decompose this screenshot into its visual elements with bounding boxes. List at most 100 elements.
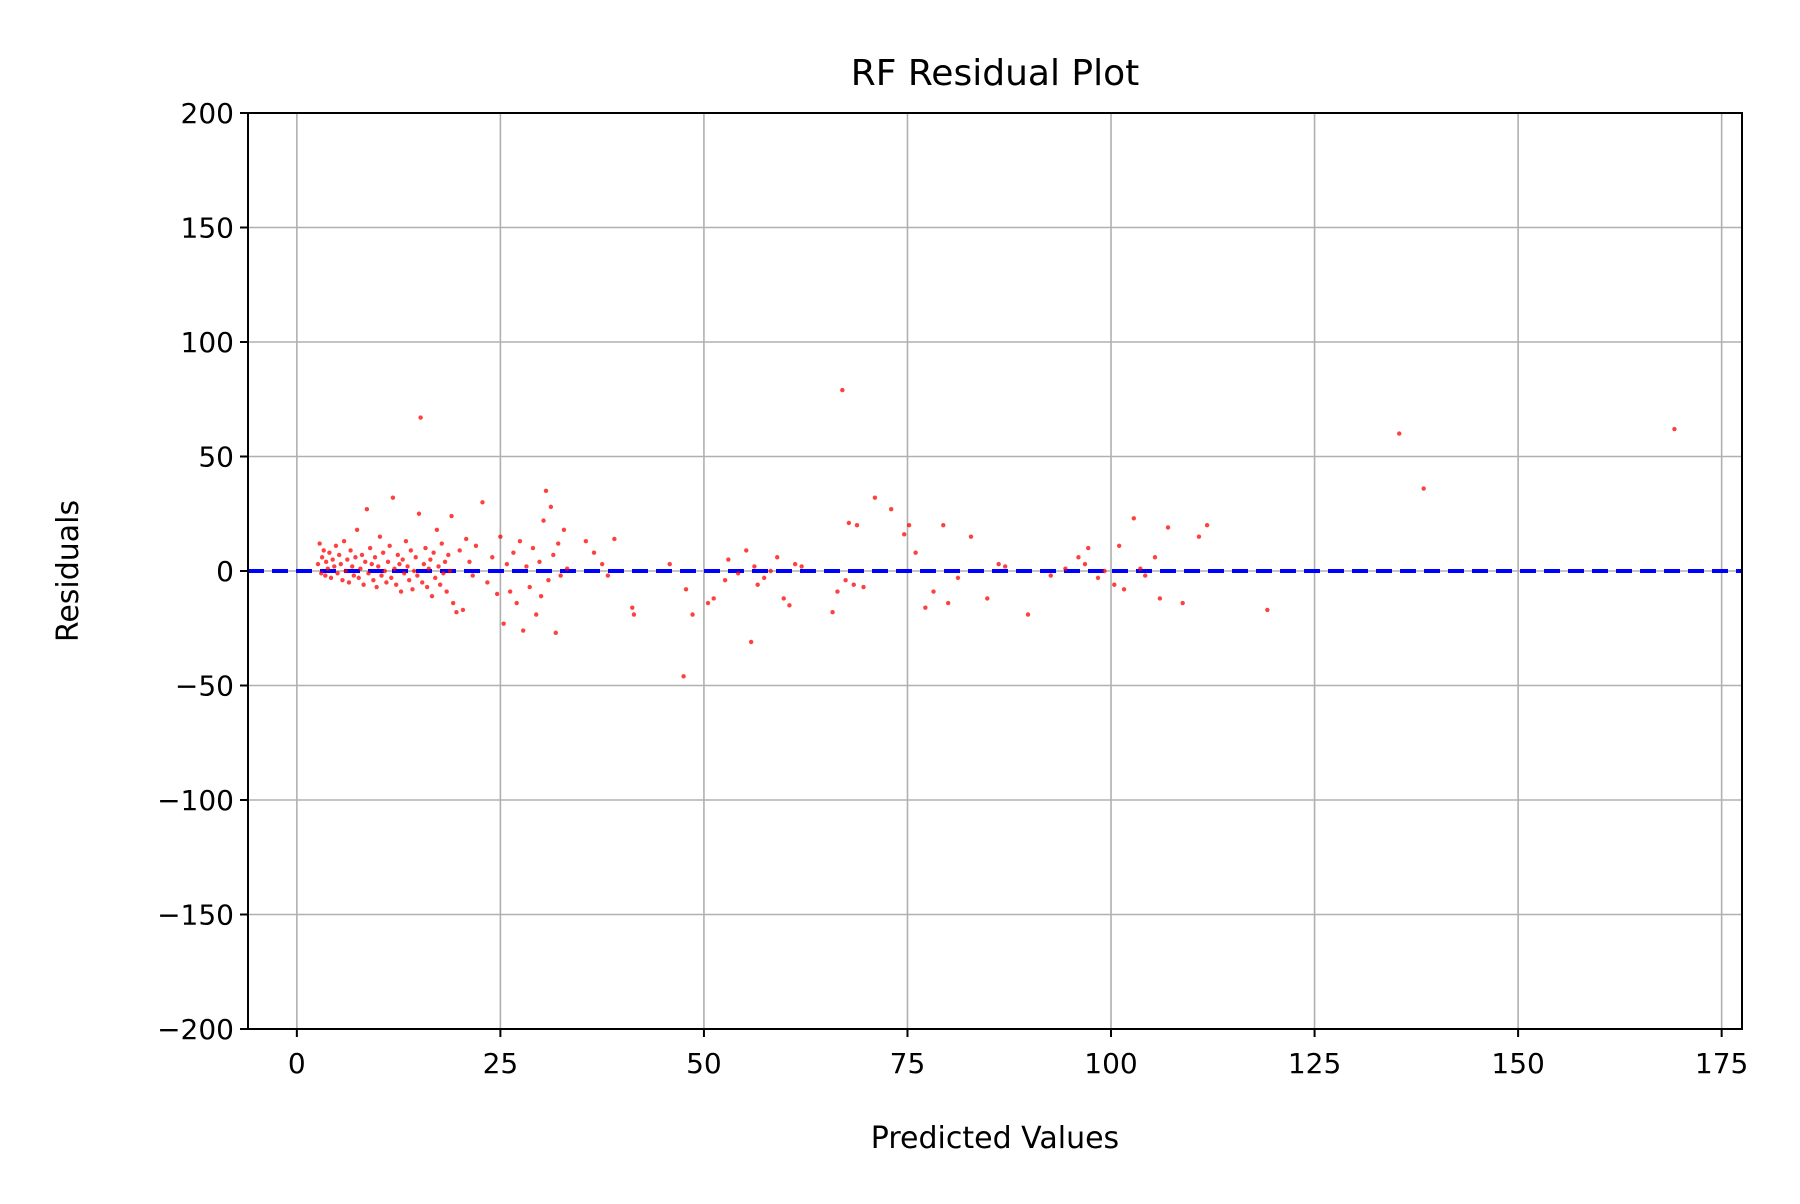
residual-point xyxy=(735,571,741,576)
residual-point xyxy=(711,596,716,601)
residual-point xyxy=(393,582,399,587)
residual-point xyxy=(546,577,551,583)
residual-point xyxy=(441,571,446,576)
residual-point xyxy=(931,589,936,594)
residual-point xyxy=(583,539,589,544)
chart-title: RF Residual Plot xyxy=(851,53,1140,94)
residual-point xyxy=(968,534,974,539)
residual-point xyxy=(744,548,749,553)
residual-point xyxy=(387,543,392,549)
residual-point xyxy=(434,527,440,532)
residual-point xyxy=(1116,543,1122,549)
residual-point xyxy=(840,387,845,393)
residual-point xyxy=(530,545,536,551)
residual-point xyxy=(498,534,503,539)
residual-point xyxy=(371,577,376,583)
residual-point xyxy=(340,577,345,583)
residual-point xyxy=(494,591,500,597)
residual-point xyxy=(423,545,428,551)
residual-point xyxy=(332,564,337,569)
residual-point xyxy=(705,600,711,606)
residual-point xyxy=(1180,600,1185,606)
y-tick-label: 200 xyxy=(181,97,234,130)
residual-point xyxy=(323,559,329,565)
residual-point xyxy=(424,584,430,590)
y-tick-label: 100 xyxy=(181,326,234,359)
residual-point xyxy=(591,550,597,555)
residual-point xyxy=(403,539,409,544)
residual-point xyxy=(485,580,490,585)
residual-point xyxy=(480,500,485,505)
residual-point xyxy=(906,523,912,528)
residual-point xyxy=(1076,555,1081,560)
residual-point xyxy=(400,557,405,562)
residual-point xyxy=(328,575,334,581)
residual-point xyxy=(463,536,469,542)
x-axis-label: Predicted Values xyxy=(871,1121,1119,1156)
residual-point xyxy=(775,555,780,560)
residual-point xyxy=(681,674,686,679)
x-tick-label: 175 xyxy=(1695,1047,1748,1080)
residual-point xyxy=(537,559,542,565)
residual-point xyxy=(945,600,951,606)
residual-point xyxy=(361,582,366,587)
residual-point xyxy=(426,566,431,571)
residual-point xyxy=(490,555,495,560)
residual-point xyxy=(504,561,510,567)
residual-point xyxy=(799,564,804,569)
residual-point xyxy=(1143,573,1148,578)
residual-point xyxy=(351,573,357,578)
residual-point xyxy=(364,506,370,512)
residual-point xyxy=(416,511,422,516)
residual-point xyxy=(413,555,418,560)
residual-point xyxy=(345,557,350,562)
residual-point xyxy=(1204,523,1210,528)
y-tick-label: −50 xyxy=(175,670,234,703)
residual-point xyxy=(1152,555,1158,560)
residual-point xyxy=(1002,564,1008,569)
residual-point xyxy=(631,612,637,617)
residual-point xyxy=(449,513,454,519)
residual-point xyxy=(548,504,554,510)
residual-point xyxy=(343,568,348,574)
residual-point xyxy=(336,552,342,558)
residual-point xyxy=(398,589,404,594)
residual-point xyxy=(367,545,373,551)
residual-point xyxy=(787,603,792,608)
x-tick-label: 125 xyxy=(1288,1047,1341,1080)
residual-point xyxy=(366,571,371,576)
residual-point xyxy=(843,577,848,583)
residual-point xyxy=(467,559,472,565)
residual-point xyxy=(431,550,436,555)
residual-point xyxy=(369,561,374,567)
residual-point xyxy=(854,523,860,528)
residual-point xyxy=(454,610,459,615)
residual-point xyxy=(955,575,961,581)
residual-point xyxy=(527,584,532,590)
residual-point xyxy=(353,555,358,560)
residual-point xyxy=(630,605,635,610)
residual-point xyxy=(433,575,438,581)
x-tick-label: 150 xyxy=(1491,1047,1544,1080)
residual-point xyxy=(447,568,453,574)
residual-point xyxy=(902,532,907,537)
residual-point xyxy=(1025,612,1031,617)
y-axis-label: Residuals xyxy=(51,500,86,642)
residual-point xyxy=(1265,607,1270,613)
residual-point xyxy=(683,587,689,592)
residual-point xyxy=(405,564,410,569)
residual-point xyxy=(392,566,397,571)
residual-point xyxy=(420,580,425,585)
y-tick-label: 150 xyxy=(181,212,234,245)
residual-point xyxy=(722,577,728,583)
y-tick-label: −150 xyxy=(157,899,234,932)
residual-point xyxy=(457,548,462,553)
residual-point xyxy=(1131,516,1137,521)
residual-point xyxy=(460,607,466,613)
x-tick-label: 75 xyxy=(890,1047,926,1080)
residual-point xyxy=(551,552,556,558)
residual-point xyxy=(599,561,605,567)
residual-point xyxy=(1196,534,1202,539)
residual-point xyxy=(872,495,878,500)
residual-point xyxy=(861,584,866,590)
